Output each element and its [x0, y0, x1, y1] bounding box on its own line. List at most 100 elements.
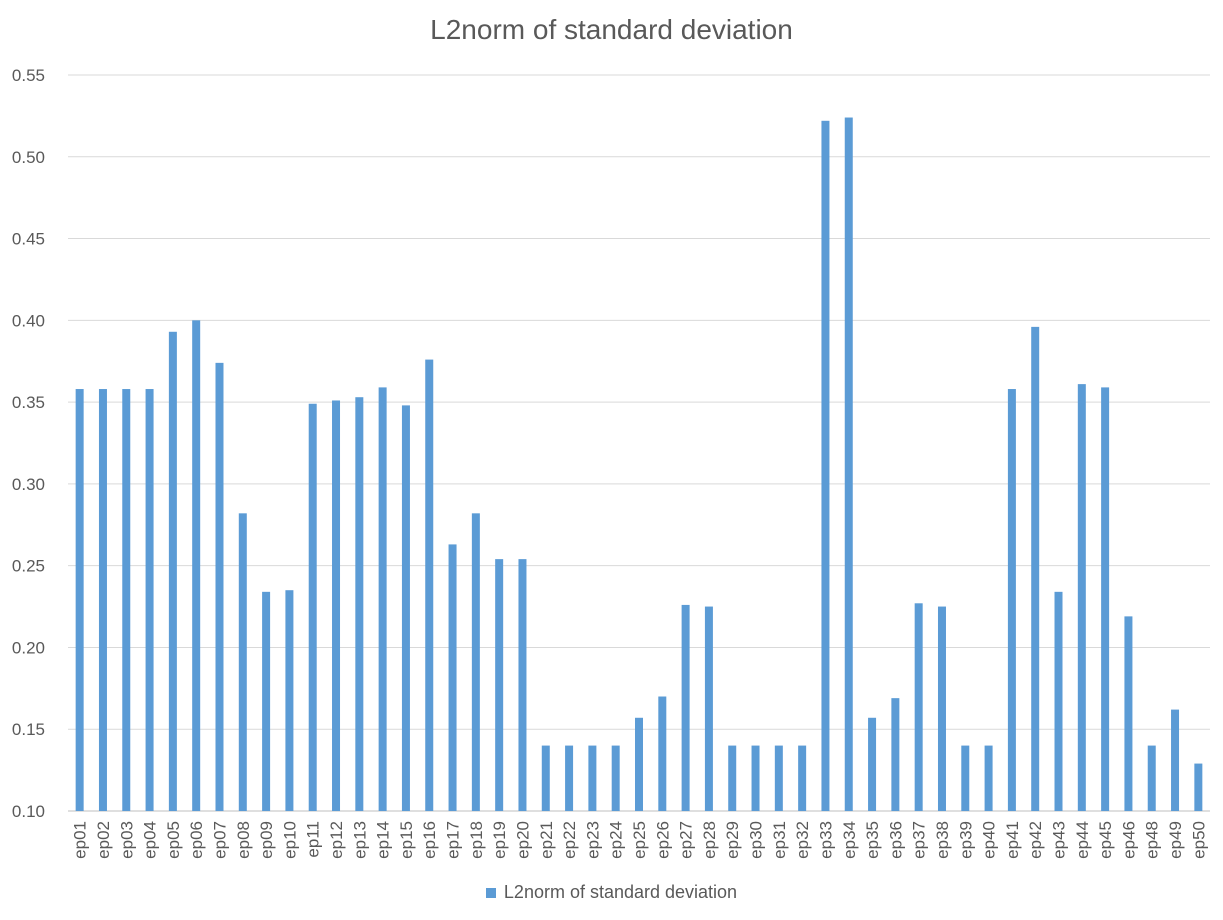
x-tick-label: ep37	[910, 821, 929, 859]
bar-ep01	[75, 389, 84, 811]
x-tick-label: ep26	[653, 821, 672, 859]
bar-ep15	[401, 405, 410, 811]
x-tick-label: ep25	[630, 821, 649, 859]
bar-ep25	[635, 717, 643, 811]
bar-ep12	[332, 400, 341, 811]
x-tick-label: ep18	[467, 821, 486, 859]
bar-ep07	[215, 362, 224, 811]
x-tick-label: ep43	[1050, 821, 1069, 859]
x-tick-label: ep28	[700, 821, 719, 859]
y-tick-label: 0.15	[12, 720, 45, 739]
x-tick-label: ep19	[490, 821, 509, 859]
chart-title: L2norm of standard deviation	[430, 14, 793, 45]
bar-ep05	[168, 331, 177, 811]
bar-ep32	[798, 745, 807, 811]
bar-ep48	[1147, 745, 1156, 811]
bar-ep39	[961, 745, 970, 811]
bar-ep30	[751, 745, 760, 811]
y-tick-label: 0.45	[12, 230, 45, 249]
x-tick-label: ep50	[1189, 821, 1208, 859]
bar-ep45	[1101, 387, 1110, 811]
bar-ep33	[821, 120, 830, 812]
x-tick-label: ep32	[793, 821, 812, 859]
x-tick-label: ep40	[980, 821, 999, 859]
bar-ep08	[238, 513, 247, 811]
x-tick-label: ep49	[1166, 821, 1185, 859]
bar-ep17	[448, 544, 457, 811]
bar-ep02	[98, 389, 107, 811]
x-tick-label: ep14	[374, 821, 393, 859]
x-tick-label: ep36	[886, 821, 905, 859]
bar-ep37	[914, 603, 923, 811]
bar-ep09	[262, 591, 271, 811]
bar-ep18	[471, 513, 480, 811]
x-tick-label: ep44	[1073, 821, 1092, 859]
legend-swatch	[485, 887, 496, 898]
bar-ep11	[308, 403, 317, 811]
bar-ep16	[425, 359, 434, 811]
x-tick-label: ep08	[234, 821, 253, 859]
bar-ep20	[518, 559, 527, 811]
x-tick-label: ep23	[583, 821, 602, 859]
x-tick-label: ep20	[513, 821, 532, 859]
y-tick-label: 0.35	[12, 393, 45, 412]
bar-ep19	[495, 559, 504, 811]
bar-ep31	[774, 745, 783, 811]
bar-ep44	[1077, 384, 1086, 811]
x-tick-label: ep24	[607, 821, 626, 859]
x-tick-label: ep11	[304, 821, 323, 858]
bar-ep46	[1124, 616, 1133, 811]
bar-ep41	[1007, 389, 1016, 811]
y-tick-label: 0.10	[12, 802, 45, 821]
bar-ep14	[378, 387, 387, 811]
x-tick-label: ep27	[677, 821, 696, 859]
x-tick-label: ep01	[71, 821, 90, 859]
bar-ep23	[588, 745, 597, 811]
bar-ep42	[1031, 326, 1040, 811]
chart-legend: L2norm of standard deviation	[0, 882, 1223, 903]
y-tick-label: 0.20	[12, 638, 45, 657]
x-tick-label: ep12	[327, 821, 346, 859]
x-tick-label: ep05	[164, 821, 183, 859]
bar-ep03	[122, 389, 131, 811]
x-tick-label: ep21	[537, 821, 556, 859]
x-tick-label: ep02	[94, 821, 113, 859]
x-tick-label: ep35	[863, 821, 882, 859]
x-tick-label: ep03	[117, 821, 136, 859]
bar-ep13	[355, 397, 364, 811]
bar-ep35	[868, 717, 877, 811]
bar-ep06	[192, 320, 201, 811]
bar-ep38	[937, 606, 946, 811]
x-tick-label: ep34	[840, 821, 859, 859]
x-tick-label: ep29	[723, 821, 742, 859]
x-tick-label: ep30	[747, 821, 766, 859]
bar-ep04	[145, 389, 154, 811]
bar-ep29	[728, 745, 737, 811]
x-tick-label: ep04	[141, 821, 160, 859]
bar-ep40	[984, 745, 993, 811]
x-tick-label: ep48	[1143, 821, 1162, 859]
y-tick-label: 0.40	[12, 311, 45, 330]
x-tick-label: ep10	[280, 821, 299, 859]
bar-ep34	[844, 117, 853, 812]
bar-ep10	[285, 590, 294, 811]
y-tick-label: 0.50	[12, 148, 45, 167]
bar-ep24	[611, 745, 620, 811]
x-tick-label: ep33	[816, 821, 835, 859]
x-tick-label: ep07	[210, 821, 229, 859]
x-tick-label: ep15	[397, 821, 416, 859]
x-tick-label: ep39	[956, 821, 975, 859]
bar-ep28	[704, 606, 713, 811]
x-tick-label: ep22	[560, 821, 579, 859]
x-tick-label: ep17	[444, 821, 463, 859]
x-tick-label: ep42	[1026, 821, 1045, 859]
x-tick-label: ep09	[257, 821, 276, 859]
x-tick-label: ep46	[1119, 821, 1138, 859]
y-tick-label: 0.55	[12, 66, 45, 85]
bar-ep43	[1054, 591, 1063, 811]
bar-ep50	[1194, 763, 1203, 811]
x-tick-label: ep16	[420, 821, 439, 859]
bar-ep36	[891, 698, 900, 811]
